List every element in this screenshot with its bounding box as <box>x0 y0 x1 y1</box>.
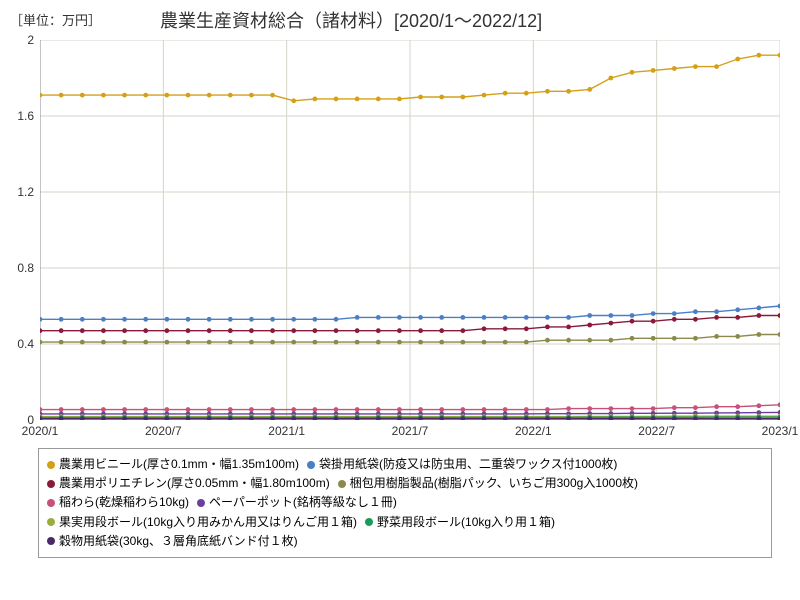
legend-label: 袋掛用紙袋(防疫又は防虫用、二重袋ワックス付1000枚) <box>319 455 617 474</box>
legend-label: 稲わら(乾燥稲わら10kg) <box>59 493 189 512</box>
legend-item: 穀物用紙袋(30kg、３層角底紙バンド付１枚) <box>47 532 298 551</box>
chart-title: 農業生産資材総合（諸材料）[2020/1～2022/12] <box>160 7 542 33</box>
legend-marker-icon <box>47 480 55 488</box>
legend-label: 農業用ビニール(厚さ0.1mm・幅1.35m100m) <box>59 455 299 474</box>
y-tick-label: 1.6 <box>17 109 34 123</box>
legend-marker-icon <box>338 480 346 488</box>
legend-marker-icon <box>47 499 55 507</box>
legend-label: ペーパーポット(銘柄等級なし１冊) <box>209 493 397 512</box>
y-tick-label: 2 <box>27 33 34 47</box>
x-tick-label: 2023/1 <box>762 424 799 438</box>
x-tick-label: 2022/1 <box>515 424 552 438</box>
legend-label: 果実用段ボール(10kg入り用みかん用又はりんご用１箱) <box>59 513 357 532</box>
y-tick-label: 1.2 <box>17 185 34 199</box>
x-tick-label: 2022/7 <box>638 424 675 438</box>
legend-marker-icon <box>197 499 205 507</box>
legend-label: 梱包用樹脂製品(樹脂パック、いちご用300g入1000枚) <box>350 474 638 493</box>
legend-item: 稲わら(乾燥稲わら10kg) <box>47 493 189 512</box>
legend-marker-icon <box>47 461 55 469</box>
legend-label: 農業用ポリエチレン(厚さ0.05mm・幅1.80m100m) <box>59 474 330 493</box>
chart-container: ［単位：万円］ 農業生産資材総合（諸材料）[2020/1～2022/12] 00… <box>10 10 790 558</box>
x-tick-label: 2021/7 <box>392 424 429 438</box>
x-tick-label: 2021/1 <box>268 424 305 438</box>
y-tick-label: 0.4 <box>17 337 34 351</box>
x-tick-label: 2020/7 <box>145 424 182 438</box>
legend-label: 野菜用段ボール(10kg入り用１箱) <box>377 513 555 532</box>
legend-item: 梱包用樹脂製品(樹脂パック、いちご用300g入1000枚) <box>338 474 638 493</box>
legend-label: 穀物用紙袋(30kg、３層角底紙バンド付１枚) <box>59 532 298 551</box>
legend-item: 野菜用段ボール(10kg入り用１箱) <box>365 513 555 532</box>
legend-item: 農業用ビニール(厚さ0.1mm・幅1.35m100m) <box>47 455 299 474</box>
legend-marker-icon <box>47 518 55 526</box>
chart-svg <box>40 40 780 420</box>
plot-area: 00.40.81.21.62 2020/12020/72021/12021/72… <box>40 40 780 420</box>
legend-item: 農業用ポリエチレン(厚さ0.05mm・幅1.80m100m) <box>47 474 330 493</box>
legend-item: 袋掛用紙袋(防疫又は防虫用、二重袋ワックス付1000枚) <box>307 455 617 474</box>
legend-item: 果実用段ボール(10kg入り用みかん用又はりんご用１箱) <box>47 513 357 532</box>
y-tick-label: 0.8 <box>17 261 34 275</box>
legend-item: ペーパーポット(銘柄等級なし１冊) <box>197 493 397 512</box>
x-tick-label: 2020/1 <box>22 424 59 438</box>
legend-marker-icon <box>307 461 315 469</box>
legend-marker-icon <box>365 518 373 526</box>
legend-marker-icon <box>47 537 55 545</box>
legend: 農業用ビニール(厚さ0.1mm・幅1.35m100m) 袋掛用紙袋(防疫又は防虫用… <box>38 448 772 558</box>
unit-label: ［単位：万円］ <box>10 13 101 28</box>
